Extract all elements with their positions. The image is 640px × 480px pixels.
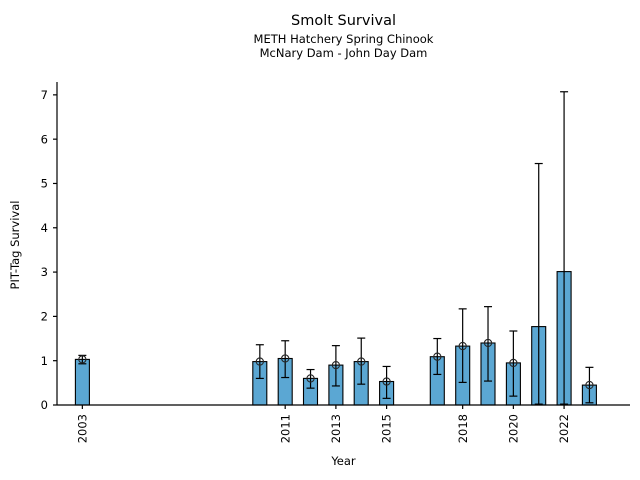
marker-2010 <box>255 357 264 366</box>
y-tick-label-2: 2 <box>41 310 48 324</box>
marker-2014 <box>357 357 366 366</box>
x-tick-label-2011: 2011 <box>278 414 292 443</box>
marker-2018 <box>458 341 467 351</box>
marker-2011 <box>281 354 290 363</box>
x-tick-label-2003: 2003 <box>75 414 89 443</box>
y-tick-label-1: 1 <box>41 354 48 368</box>
marker-2020 <box>509 358 518 368</box>
y-tick-label-6: 6 <box>41 132 48 146</box>
marker-2012 <box>306 374 315 383</box>
y-tick-label-4: 4 <box>41 221 48 235</box>
marker-2017 <box>433 352 442 361</box>
x-tick-label-2020: 2020 <box>507 414 521 443</box>
x-tick-label-2022: 2022 <box>557 414 571 443</box>
chart-title: Smolt Survival <box>291 13 396 29</box>
x-tick-label-2018: 2018 <box>456 414 470 443</box>
x-tick-label-2015: 2015 <box>380 414 394 443</box>
y-tick-label-3: 3 <box>41 265 48 279</box>
y-tick-label-0: 0 <box>41 398 48 412</box>
x-axis-label: Year <box>331 454 356 468</box>
marker-2013 <box>331 360 341 370</box>
chart-subtitle-line2: McNary Dam - John Day Dam <box>259 46 428 60</box>
chart-subtitle-line1: METH Hatchery Spring Chinook <box>253 32 434 46</box>
x-tick-label-2013: 2013 <box>329 414 343 443</box>
y-tick-label-5: 5 <box>41 177 48 191</box>
marker-2003 <box>78 355 87 364</box>
y-tick-label-7: 7 <box>41 88 48 102</box>
marker-2023 <box>585 380 594 390</box>
marker-2015 <box>382 377 391 386</box>
marker-2019 <box>483 338 493 348</box>
bar-2003 <box>74 358 90 406</box>
